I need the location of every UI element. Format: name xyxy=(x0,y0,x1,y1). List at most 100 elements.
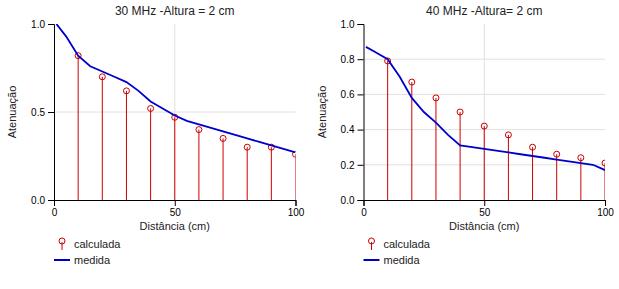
grid-line xyxy=(364,59,606,60)
legend-symbol xyxy=(364,259,380,261)
title: 40 MHz -Altura= 2 cm xyxy=(426,4,542,18)
tick-mark xyxy=(48,200,54,201)
stem xyxy=(460,112,461,200)
tick-mark xyxy=(484,200,485,206)
legend-item: medida xyxy=(54,254,111,266)
legend-item: calculada xyxy=(369,238,431,250)
series xyxy=(385,58,605,200)
x-axis-title: Distância (cm) xyxy=(140,220,210,232)
stem-marker xyxy=(244,144,250,150)
tick-label: 0.0 xyxy=(31,195,45,206)
y-axis-title: Atenuação xyxy=(6,86,18,139)
y-tick: 0.0 xyxy=(31,195,54,206)
stem xyxy=(150,108,151,200)
stem-marker xyxy=(481,123,487,129)
x-tick: 100 xyxy=(288,200,305,218)
tick-label: 0.2 xyxy=(341,160,355,171)
panel: 0501000.00.20.40.60.81.040 MHz -Altura= … xyxy=(316,4,615,266)
stem-marker xyxy=(602,160,605,166)
stem-marker xyxy=(409,79,415,85)
y-tick: 0.5 xyxy=(31,107,54,118)
x-tick: 100 xyxy=(597,200,614,218)
y-axis: 0.00.20.40.60.81.0 xyxy=(341,19,364,206)
stem-marker xyxy=(554,151,560,157)
tick-mark xyxy=(358,165,364,166)
stem xyxy=(435,98,436,200)
y-axis: 0.0 0.5 1.0 xyxy=(31,19,54,206)
stem xyxy=(508,135,509,200)
tick-label: 50 xyxy=(479,207,491,218)
legend: calculada medida xyxy=(364,238,431,266)
stem-marker xyxy=(578,155,584,161)
legend-symbol xyxy=(59,238,65,244)
stem xyxy=(78,56,79,200)
x-axis: 0 50 100 xyxy=(52,200,305,218)
stem-marker xyxy=(99,74,105,80)
stem xyxy=(387,61,388,200)
stem xyxy=(580,158,581,200)
stem xyxy=(126,91,127,200)
stem xyxy=(556,154,557,200)
tick-label: 0.0 xyxy=(341,195,355,206)
tick-mark xyxy=(358,59,364,60)
stem-marker xyxy=(505,132,511,138)
tick-label: 0.8 xyxy=(341,54,355,65)
x-tick: 0 xyxy=(361,200,367,218)
tick-mark xyxy=(48,24,54,25)
tick-mark xyxy=(48,112,54,113)
legend-symbol xyxy=(371,242,372,250)
stem xyxy=(295,154,296,200)
legend-label: calculada xyxy=(74,238,121,250)
tick-mark xyxy=(358,130,364,131)
series xyxy=(366,47,605,170)
legend-label: medida xyxy=(74,254,111,266)
y-tick: 1.0 xyxy=(341,19,364,30)
stem xyxy=(484,126,485,200)
panel: 0 50 100 0.0 0.5 1.0 30 MHz -Altura = 2 cm Dist… xyxy=(6,4,305,266)
y-tick: 0.4 xyxy=(341,124,364,135)
stem xyxy=(223,138,224,200)
series xyxy=(56,24,295,152)
tick-label: 1.0 xyxy=(31,19,45,30)
stem xyxy=(605,163,606,200)
stem-marker xyxy=(196,127,202,133)
stem-marker xyxy=(148,105,154,111)
legend: calculada medida xyxy=(54,238,121,266)
tick-label: 0 xyxy=(52,207,58,218)
legend-symbol xyxy=(369,238,375,244)
legend-item: calculada xyxy=(59,238,121,250)
tick-mark xyxy=(605,200,606,206)
stem xyxy=(411,82,412,200)
y-tick: 0.8 xyxy=(341,54,364,65)
y-tick: 0.2 xyxy=(341,160,364,171)
tick-label: 100 xyxy=(597,207,614,218)
grid-line xyxy=(364,94,606,95)
tick-mark xyxy=(358,200,364,201)
chart: 0 50 100 0.0 0.5 1.0 30 MHz -Altura = 2 cm Dist… xyxy=(0,0,619,289)
plot-area xyxy=(56,24,295,200)
x-tick: 50 xyxy=(170,200,182,218)
tick-mark xyxy=(358,94,364,95)
tick-label: 0.5 xyxy=(31,107,45,118)
x-tick: 0 xyxy=(52,200,58,218)
legend-symbol xyxy=(54,259,70,261)
line xyxy=(366,47,605,170)
tick-label: 100 xyxy=(288,207,305,218)
stem xyxy=(174,117,175,200)
stem xyxy=(102,77,103,200)
tick-label: 1.0 xyxy=(341,19,355,30)
grid-line xyxy=(54,112,296,113)
stem-marker xyxy=(433,95,439,101)
x-axis: 0 50 100 xyxy=(361,200,614,218)
title: 30 MHz -Altura = 2 cm xyxy=(115,4,235,18)
grid xyxy=(54,24,296,200)
tick-mark xyxy=(296,200,297,206)
grid-line xyxy=(484,24,485,200)
stem-marker xyxy=(220,135,226,141)
grid xyxy=(364,24,606,200)
stem-marker xyxy=(530,144,536,150)
tick-label: 0 xyxy=(361,207,367,218)
axis-line xyxy=(358,25,365,201)
y-axis-title: Atenuação xyxy=(316,86,328,139)
y-tick: 1.0 xyxy=(31,19,54,30)
